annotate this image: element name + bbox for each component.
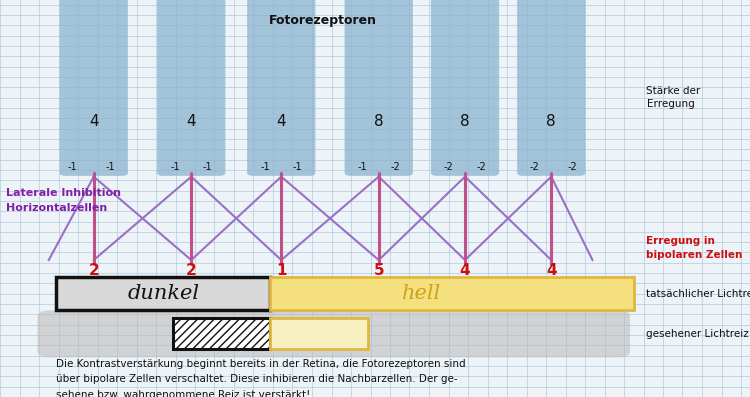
Text: gesehener Lichtreiz: gesehener Lichtreiz: [646, 329, 749, 339]
Text: 2: 2: [88, 263, 99, 278]
Text: -1: -1: [202, 162, 212, 172]
FancyBboxPatch shape: [344, 0, 412, 176]
FancyBboxPatch shape: [518, 0, 585, 176]
Text: -1: -1: [292, 162, 302, 172]
Text: Fotorezeptoren: Fotorezeptoren: [268, 14, 376, 27]
Text: Erregung in
bipolaren Zellen: Erregung in bipolaren Zellen: [646, 236, 742, 260]
Text: Stärke der
Erregung: Stärke der Erregung: [646, 86, 700, 109]
Text: 4: 4: [89, 114, 98, 129]
Text: -1: -1: [105, 162, 115, 172]
Text: -1: -1: [358, 162, 368, 172]
Text: 1: 1: [276, 263, 286, 278]
Text: -2: -2: [390, 162, 400, 172]
Text: 8: 8: [460, 114, 470, 129]
Bar: [56, 277, 270, 310]
Text: 4: 4: [277, 114, 286, 129]
Text: -2: -2: [476, 162, 486, 172]
Text: Die Kontrastverstärkung beginnt bereits in der Retina, die Fotorezeptoren sind
ü: Die Kontrastverstärkung beginnt bereits …: [56, 359, 466, 397]
Text: -1: -1: [68, 162, 77, 172]
Bar: [270, 318, 368, 349]
Text: 4: 4: [460, 263, 470, 278]
Text: -1: -1: [170, 162, 180, 172]
Text: hell: hell: [402, 284, 442, 303]
Text: 5: 5: [374, 263, 384, 278]
Text: dunkel: dunkel: [127, 284, 199, 303]
Text: -2: -2: [444, 162, 454, 172]
Bar: [172, 318, 270, 349]
Text: -1: -1: [260, 162, 270, 172]
FancyBboxPatch shape: [248, 0, 315, 176]
Text: tatsächlicher Lichtreiz: tatsächlicher Lichtreiz: [646, 289, 750, 299]
Text: 8: 8: [374, 114, 383, 129]
Text: Laterale Inhibition
Horizontalzellen: Laterale Inhibition Horizontalzellen: [6, 188, 121, 213]
Text: 2: 2: [186, 263, 196, 278]
Text: 4: 4: [546, 263, 556, 278]
FancyBboxPatch shape: [59, 0, 128, 176]
Text: -2: -2: [568, 162, 578, 172]
Text: -2: -2: [530, 162, 540, 172]
FancyBboxPatch shape: [158, 0, 225, 176]
Text: 8: 8: [547, 114, 556, 129]
Bar: [270, 277, 634, 310]
FancyBboxPatch shape: [38, 310, 630, 357]
FancyBboxPatch shape: [430, 0, 500, 176]
Text: 4: 4: [187, 114, 196, 129]
